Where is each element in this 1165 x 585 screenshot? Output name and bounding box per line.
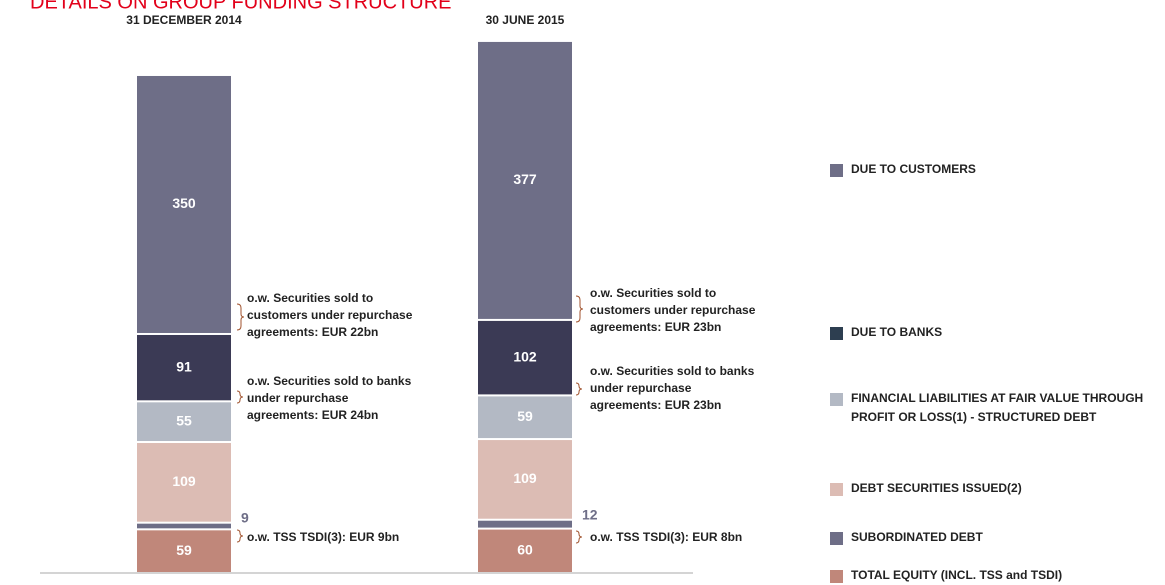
bar-segment [478,440,572,519]
value-label: 102 [513,348,537,364]
value-label: 109 [172,473,196,489]
bar-segment [137,530,231,572]
bar-segment [478,529,572,572]
legend-swatch [830,483,843,496]
annotation: agreements: EUR 23bn [590,320,721,334]
bar-segment [137,75,231,333]
annotation: agreements: EUR 23bn [590,398,721,412]
legend-label: DUE TO BANKS [851,325,943,339]
legend-label: SUBORDINATED DEBT [851,530,983,544]
bar-segment [478,520,572,528]
legend-item: FINANCIAL LIABILITIES AT FAIR VALUE THRO… [830,391,1151,427]
bar-segment [478,320,572,395]
legend-swatch [830,570,843,583]
value-label: 109 [513,470,537,486]
bar-segment [137,402,231,442]
annotation: customers under repurchase [590,303,756,317]
legend-item: TOTAL EQUITY (INCL. TSS and TSDI) [830,568,1151,585]
value-label: 60 [517,542,533,558]
legend-label: TOTAL EQUITY (INCL. TSS and TSDI) [851,568,1063,582]
annotation: agreements: EUR 22bn [247,325,378,339]
bar-segment [478,41,572,319]
value-label: 59 [176,542,192,558]
value-label: 59 [517,408,533,424]
value-label: 55 [176,412,192,428]
annotation: o.w. Securities sold to banks [590,364,755,378]
legend-swatch [830,164,843,177]
legend-item: DEBT SECURITIES ISSUED(2) [830,481,1151,498]
legend-swatch [830,327,843,340]
annotation: under repurchase [247,391,349,405]
annotation: customers under repurchase [247,308,413,322]
legend-item: DUE TO CUSTOMERS [830,162,1151,179]
value-label: 350 [172,195,196,211]
brackets [236,295,584,544]
legend-label: DUE TO CUSTOMERS [851,162,976,176]
legend-item: DUE TO BANKS [830,325,1151,342]
annotation: o.w. Securities sold to [247,291,373,305]
value-label: 12 [582,506,598,522]
legend-label: DEBT SECURITIES ISSUED(2) [851,481,1022,495]
annotation: agreements: EUR 24bn [247,408,378,422]
category-label: 31 DECEMBER 2014 [126,13,242,27]
bar-segment [137,523,231,529]
annotation: o.w. Securities sold to [590,286,716,300]
annotation: o.w. TSS TSDI(3): EUR 9bn [247,530,399,544]
value-label: 91 [176,358,192,374]
legend-swatch [830,532,843,545]
value-label: 377 [513,171,537,187]
bar-segment [478,396,572,439]
bar-segment [137,334,231,401]
annotation: o.w. Securities sold to banks [247,374,412,388]
category-label: 30 JUNE 2015 [486,13,565,27]
bar-segment [137,443,231,522]
value-label: 9 [241,509,249,525]
annotation: o.w. TSS TSDI(3): EUR 8bn [590,530,742,544]
legend-label: FINANCIAL LIABILITIES AT FAIR VALUE THRO… [851,391,1144,424]
chart-title: DETAILS ON GROUP FUNDING STRUCTURE [30,0,452,13]
legend-swatch [830,393,843,406]
legend-item: SUBORDINATED DEBT [830,530,1151,547]
annotation: under repurchase [590,381,692,395]
